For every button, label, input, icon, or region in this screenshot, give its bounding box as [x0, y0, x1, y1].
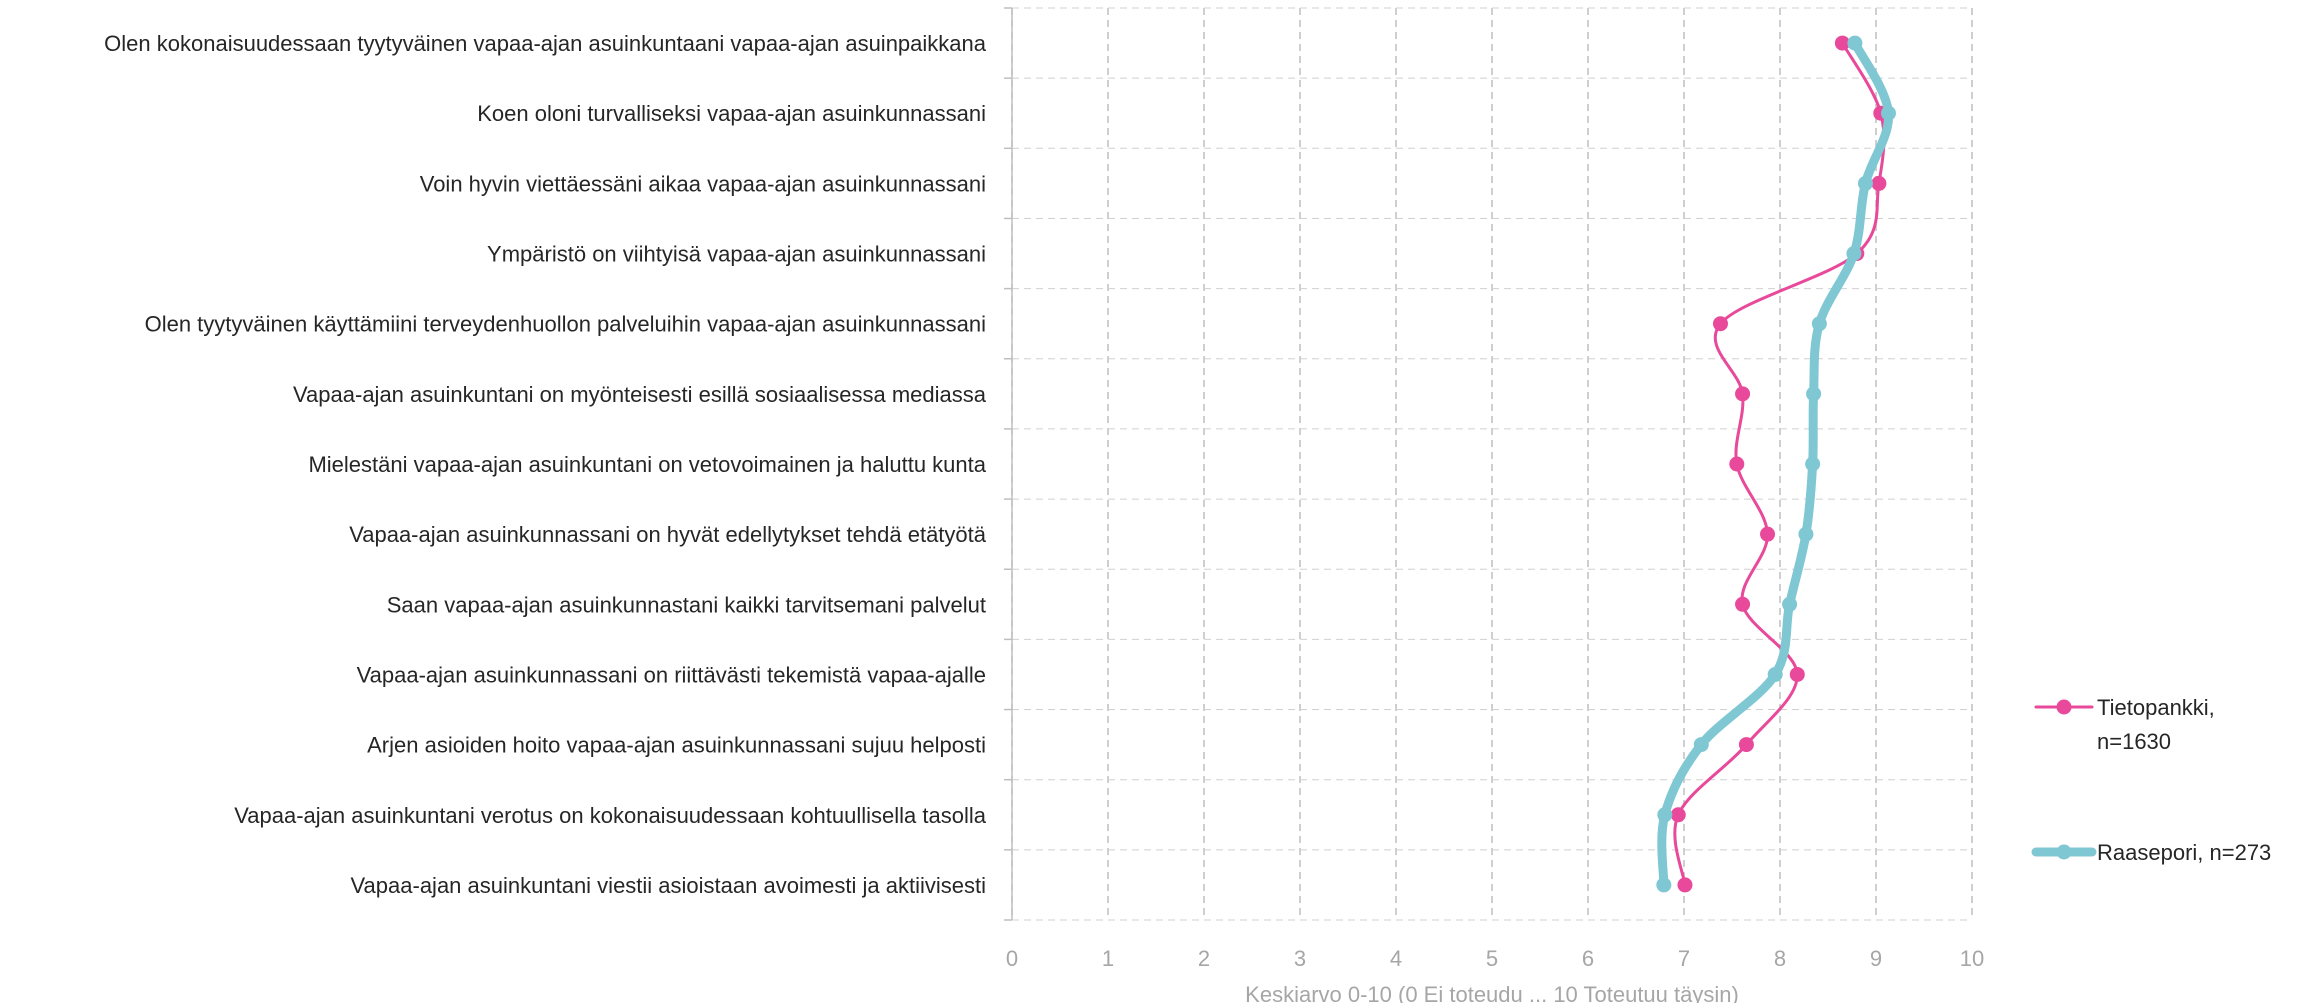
legend-swatch-marker [2056, 699, 2072, 715]
legend-entry: Raasepori, n=273 [2031, 840, 2271, 865]
category-labels: Olen kokonaisuudessaan tyytyväinen vapaa… [104, 31, 987, 898]
x-tick-label: 3 [1294, 946, 1306, 971]
data-point [1811, 316, 1827, 332]
data-point [1767, 666, 1783, 682]
data-point [1880, 105, 1896, 121]
series-2 [1656, 35, 1896, 893]
series-lines [1656, 35, 1896, 893]
data-point [1729, 456, 1745, 472]
category-label: Vapaa-ajan asuinkuntani viestii asioista… [351, 873, 986, 898]
x-tick-label: 9 [1870, 946, 1882, 971]
x-tick-label: 1 [1102, 946, 1114, 971]
series-1 [1670, 35, 1889, 893]
category-label: Saan vapaa-ajan asuinkunnastani kaikki t… [387, 592, 986, 617]
data-point [1760, 526, 1776, 542]
x-tick-label: 8 [1774, 946, 1786, 971]
data-point [1738, 737, 1754, 753]
data-point [1693, 737, 1709, 753]
data-point [1857, 175, 1873, 191]
category-label: Arjen asioiden hoito vapaa-ajan asuinkun… [367, 733, 986, 758]
legend-entry: Tietopankki, n=1630 [2034, 695, 2215, 754]
data-point [1789, 666, 1805, 682]
category-label: Voin hyvin viettäessäni aikaa vapaa-ajan… [420, 171, 986, 196]
data-point [1846, 246, 1862, 262]
category-label: Koen oloni turvalliseksi vapaa-ajan asui… [477, 101, 986, 126]
data-point [1712, 316, 1728, 332]
category-label: Ympäristö on viihtyisä vapaa-ajan asuink… [487, 242, 986, 267]
data-point [1735, 386, 1751, 402]
data-point [1735, 596, 1751, 612]
x-axis-title: Keskiarvo 0-10 (0 Ei toteudu ... 10 Tote… [1245, 982, 1739, 1003]
category-label: Vapaa-ajan asuinkuntani on myönteisesti … [293, 382, 987, 407]
data-point [1677, 877, 1693, 893]
category-label: Olen tyytyväinen käyttämiini terveydenhu… [145, 312, 986, 337]
x-tick-label: 10 [1960, 946, 1984, 971]
x-tick-labels: 0 1 2 3 4 5 6 7 8 9 10 [1006, 946, 1984, 971]
category-label: Vapaa-ajan asuinkuntani verotus on kokon… [234, 803, 987, 828]
data-point [1834, 35, 1850, 51]
legend-label: Raasepori, n=273 [2097, 840, 2271, 865]
data-point [1806, 386, 1822, 402]
data-point [1847, 35, 1863, 51]
category-label: Mielestäni vapaa-ajan asuinkuntani on ve… [308, 452, 986, 477]
x-tick-label: 6 [1582, 946, 1594, 971]
legend-label: Tietopankki, n=1630 [2097, 695, 2215, 754]
x-tick-label: 5 [1486, 946, 1498, 971]
category-label: Olen kokonaisuudessaan tyytyväinen vapaa… [104, 31, 987, 56]
x-tick-label: 7 [1678, 946, 1690, 971]
data-point [1805, 456, 1821, 472]
data-point [1871, 175, 1887, 191]
category-label: Vapaa-ajan asuinkunnassani on hyvät edel… [349, 522, 987, 547]
legend: Tietopankki, n=1630 Raasepori, n=273 [2031, 695, 2271, 865]
data-point [1782, 596, 1798, 612]
data-point [1656, 877, 1672, 893]
x-tick-label: 4 [1390, 946, 1402, 971]
data-point [1657, 807, 1673, 823]
category-label: Vapaa-ajan asuinkunnassani on riittäväst… [357, 662, 986, 687]
data-point [1670, 807, 1686, 823]
data-point [1798, 526, 1814, 542]
legend-swatch-marker [2056, 844, 2072, 860]
x-tick-label: 2 [1198, 946, 1210, 971]
x-tick-label: 0 [1006, 946, 1018, 971]
